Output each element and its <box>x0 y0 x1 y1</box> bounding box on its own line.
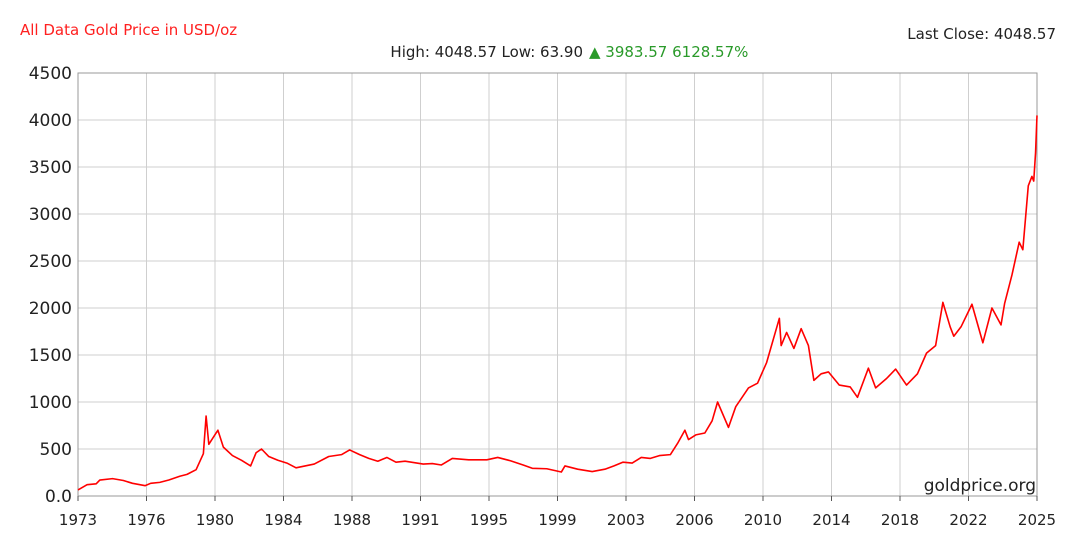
x-tick-label: 2010 <box>744 511 782 529</box>
x-tick-label: 1995 <box>470 511 508 529</box>
y-tick-label: 500 <box>40 440 72 460</box>
y-tick-label: 4500 <box>29 64 72 84</box>
y-tick-label: 2500 <box>29 252 72 272</box>
y-tick-label: 3500 <box>29 158 72 178</box>
x-tick-label: 2006 <box>675 511 713 529</box>
x-tick-label: 1980 <box>196 511 234 529</box>
x-tick-label: 1988 <box>333 511 371 529</box>
x-tick-label: 1999 <box>538 511 576 529</box>
x-tick-label: 2014 <box>812 511 850 529</box>
x-tick-label: 2018 <box>881 511 919 529</box>
y-tick-label: 0.0 <box>45 487 72 507</box>
price-line <box>77 115 1038 491</box>
subtitle: High: 4048.57 Low: 63.90 <box>390 43 583 61</box>
x-tick-label: 2022 <box>949 511 987 529</box>
y-tick-label: 2000 <box>29 299 72 319</box>
last-close: Last Close: 4048.57 <box>907 25 1056 43</box>
y-tick-label: 3000 <box>29 205 72 225</box>
x-tick-label: 1976 <box>127 511 165 529</box>
y-tick-label: 4000 <box>29 111 72 131</box>
chart-title: All Data Gold Price in USD/oz <box>20 21 237 39</box>
watermark: goldprice.org <box>924 476 1036 496</box>
y-tick-label: 1500 <box>29 346 72 366</box>
x-tick-label: 1991 <box>401 511 439 529</box>
x-tick-label: 2003 <box>607 511 645 529</box>
x-tick-label: 1973 <box>59 511 97 529</box>
x-tick-label: 2025 <box>1018 511 1056 529</box>
y-tick-label: 1000 <box>29 393 72 413</box>
change: ▲ 3983.57 6128.57% <box>589 43 748 61</box>
x-tick-label: 1984 <box>264 511 302 529</box>
